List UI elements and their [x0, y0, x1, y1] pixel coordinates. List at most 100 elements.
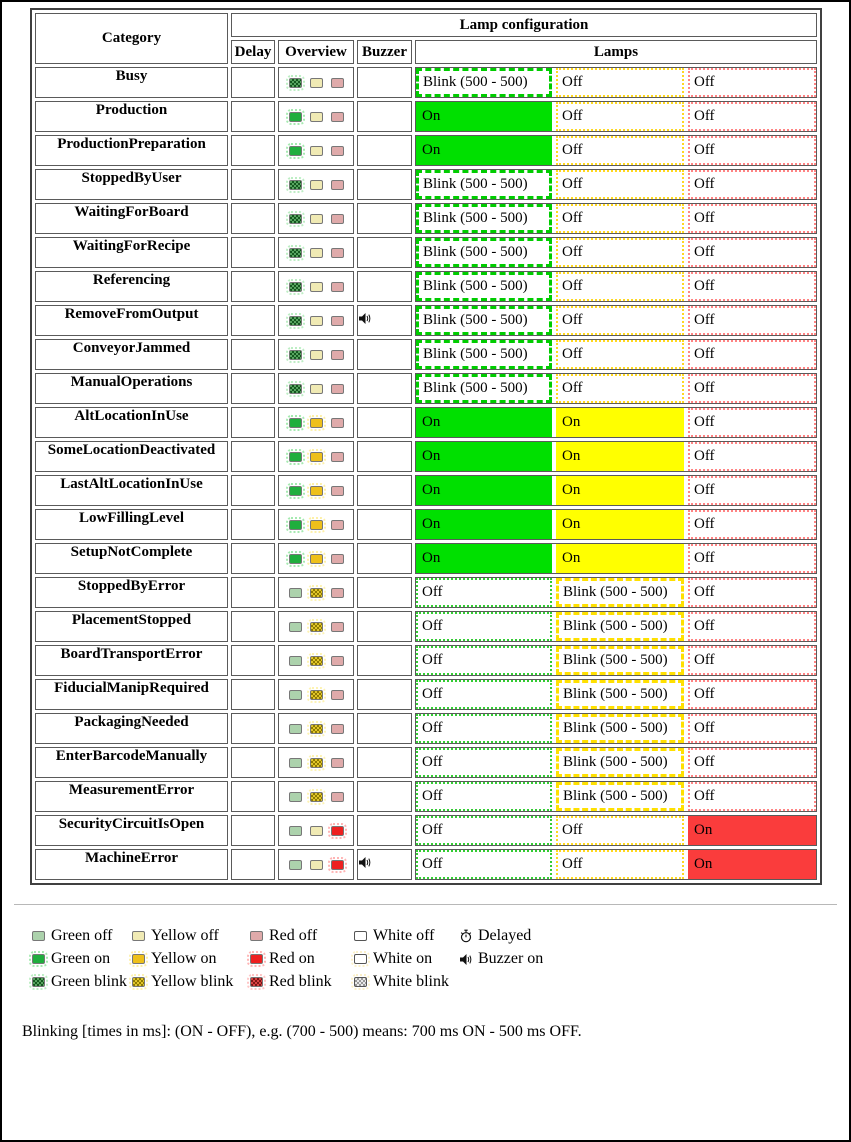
overview-cell: [278, 169, 354, 200]
buzzer-cell: [357, 237, 412, 268]
divider: [14, 904, 837, 905]
overview-cell: [278, 679, 354, 710]
lamps-cell: On Off Off: [415, 135, 817, 166]
legend-label: Red on: [269, 950, 315, 967]
lamps-cell: On On Off: [415, 509, 817, 540]
green-off-icon: [288, 825, 302, 836]
lamps-cell: Off Blink (500 - 500) Off: [415, 713, 817, 744]
delay-cell: [231, 781, 275, 812]
yellow-off-icon: [309, 179, 323, 190]
red-off-icon: [330, 451, 344, 462]
legend-item: Red off: [250, 927, 354, 945]
yellow-on-icon: [306, 516, 326, 533]
red-off-icon: [330, 723, 344, 734]
blinking-footnote: Blinking [times in ms]: (ON - OFF), e.g.…: [22, 1023, 582, 1040]
legend-label: Buzzer on: [478, 950, 544, 967]
white-off-icon: [354, 931, 367, 941]
yellow-lamp: Off: [556, 340, 684, 369]
green-blink-icon: [29, 974, 48, 990]
green-off-icon: [288, 587, 302, 598]
red-off-icon: [330, 179, 344, 190]
red-off-icon: [330, 213, 344, 224]
overview-cell: [278, 781, 354, 812]
delay-cell: [231, 169, 275, 200]
delay-cell: [231, 67, 275, 98]
legend-item: Yellow on: [129, 950, 250, 968]
green-lamp: Blink (500 - 500): [416, 170, 552, 199]
legend-item: Yellow off: [132, 927, 250, 945]
white-on-icon: [351, 951, 370, 967]
yellow-off-icon: [309, 825, 323, 836]
legend-label: Green on: [51, 950, 111, 967]
green-lamp: Off: [416, 680, 552, 709]
green-lamp: On: [416, 136, 552, 165]
red-off-icon: [330, 485, 344, 496]
yellow-off-icon: [309, 111, 323, 122]
legend-item: White off: [354, 927, 459, 945]
overview-cell: [278, 237, 354, 268]
legend-label: White blink: [373, 973, 449, 990]
table-row: AltLocationInUse On On Off: [35, 407, 817, 438]
green-lamp: On: [416, 102, 552, 131]
lamps-cell: Off Off On: [415, 815, 817, 846]
red-lamp: Off: [688, 136, 816, 165]
delay-cell: [231, 407, 275, 438]
red-lamp: Off: [688, 204, 816, 233]
red-lamp: Off: [688, 510, 816, 539]
lamps-cell: On Off Off: [415, 101, 817, 132]
green-on-icon: [29, 951, 48, 967]
green-on-icon: [285, 108, 305, 125]
table-row: SecurityCircuitIsOpen Off Off On: [35, 815, 817, 846]
legend-label: White off: [373, 927, 435, 944]
delay-cell: [231, 543, 275, 574]
yellow-lamp: Blink (500 - 500): [556, 612, 684, 641]
overview-cell: [278, 543, 354, 574]
delay-cell: [231, 305, 275, 336]
legend-item: White on: [351, 950, 459, 968]
category-cell: ManualOperations: [35, 373, 228, 404]
legend-item: Yellow blink: [129, 973, 250, 991]
buzzer-cell: [357, 679, 412, 710]
category-cell: StoppedByUser: [35, 169, 228, 200]
buzzer-cell: [357, 441, 412, 472]
lamps-cell: On On Off: [415, 543, 817, 574]
legend-item: Green off: [32, 927, 132, 945]
lamps-cell: Blink (500 - 500) Off Off: [415, 169, 817, 200]
lamps-cell: Blink (500 - 500) Off Off: [415, 339, 817, 370]
overview-cell: [278, 509, 354, 540]
green-off-icon: [288, 859, 302, 870]
overview-cell: [278, 101, 354, 132]
lamps-cell: On On Off: [415, 407, 817, 438]
table-row: FiducialManipRequired Off Blink (500 - 500…: [35, 679, 817, 710]
buzzer-cell: [357, 67, 412, 98]
red-off-icon: [330, 757, 344, 768]
yellow-off-icon: [309, 383, 323, 394]
red-off-icon: [330, 621, 344, 632]
red-lamp: Off: [688, 238, 816, 267]
green-off-icon: [288, 621, 302, 632]
delay-cell: [231, 441, 275, 472]
yellow-off-icon: [309, 247, 323, 258]
red-lamp: On: [688, 816, 816, 845]
table-row: StoppedByError Off Blink (500 - 500) Off: [35, 577, 817, 608]
delayed-icon: [460, 929, 472, 943]
red-off-icon: [330, 689, 344, 700]
category-cell: MachineError: [35, 849, 228, 880]
yellow-lamp: Off: [556, 68, 684, 97]
green-on-icon: [285, 516, 305, 533]
buzzer-icon: [359, 312, 371, 324]
red-lamp: Off: [688, 714, 816, 743]
delay-cell: [231, 849, 275, 880]
lamps-cell: On On Off: [415, 475, 817, 506]
green-blink-icon: [285, 346, 305, 363]
red-lamp: Off: [688, 442, 816, 471]
table-row: SomeLocationDeactivated On On Off: [35, 441, 817, 472]
table-row: StoppedByUser Blink (500 - 500) Off Off: [35, 169, 817, 200]
red-lamp: Off: [688, 170, 816, 199]
overview-cell: [278, 339, 354, 370]
column-header-lamp-configuration: Lamp configuration: [231, 13, 817, 37]
table-row: LastAltLocationInUse On On Off: [35, 475, 817, 506]
red-off-icon: [330, 655, 344, 666]
buzzer-cell: [357, 645, 412, 676]
